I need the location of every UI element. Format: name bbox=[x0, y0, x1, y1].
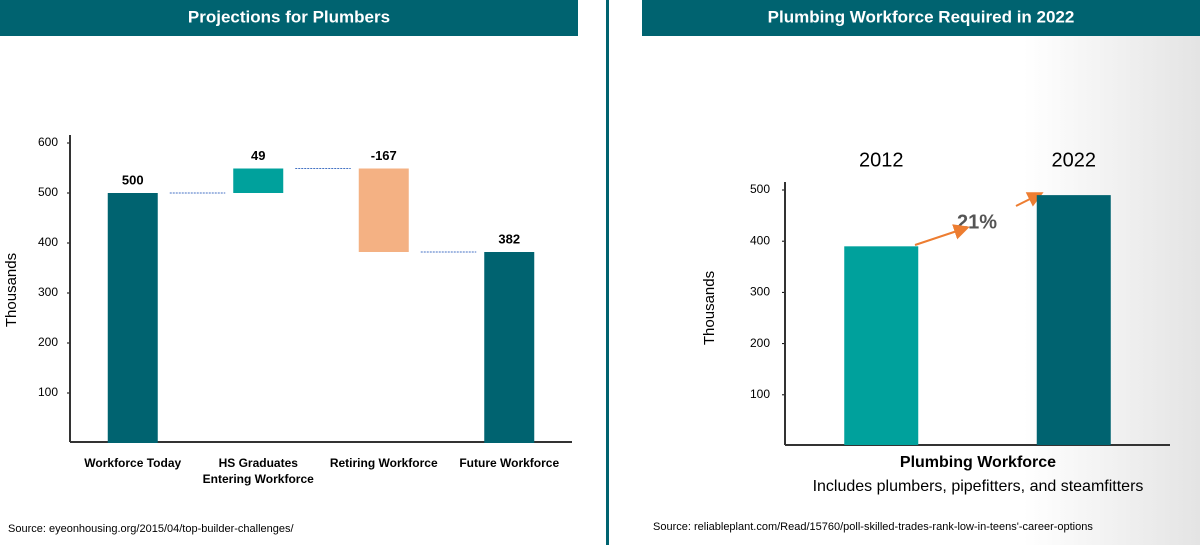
y-tick-label: 200 bbox=[38, 335, 58, 349]
arrow bbox=[1015, 192, 1044, 207]
y-tick-label: 500 bbox=[38, 185, 58, 199]
arrow bbox=[914, 224, 970, 246]
category-label: 2012 bbox=[859, 149, 904, 171]
y-tick-label: 300 bbox=[38, 285, 58, 299]
y-axis-label: Thousands bbox=[3, 253, 20, 327]
bar bbox=[358, 168, 409, 252]
chart-title: Plumbing Workforce Required in 2022 bbox=[768, 7, 1075, 26]
subtitle: Includes plumbers, pipefitters, and stea… bbox=[813, 478, 1144, 495]
x-tick-label: Retiring Workforce bbox=[329, 456, 438, 470]
header-bar bbox=[0, 0, 578, 36]
value-label: 382 bbox=[498, 231, 520, 246]
y-tick-label: 300 bbox=[750, 285, 770, 299]
y-tick-label: 100 bbox=[38, 385, 58, 399]
x-axis-label: Plumbing Workforce bbox=[900, 454, 1056, 471]
x-tick-label: Workforce Today bbox=[84, 456, 182, 470]
bar bbox=[484, 252, 535, 443]
y-tick-label: 400 bbox=[38, 235, 58, 249]
value-label: -167 bbox=[371, 148, 397, 163]
bar bbox=[233, 168, 284, 193]
y-tick-label: 500 bbox=[750, 182, 770, 196]
y-tick-label: 600 bbox=[38, 135, 58, 149]
value-label: 500 bbox=[122, 172, 144, 187]
header-bar bbox=[642, 0, 1200, 36]
value-label: 49 bbox=[251, 148, 265, 163]
bar bbox=[844, 246, 919, 445]
bar bbox=[107, 193, 158, 443]
y-tick-label: 200 bbox=[750, 336, 770, 350]
bar bbox=[1036, 195, 1111, 445]
x-tick-label: HS Graduates Entering Workforce bbox=[202, 456, 314, 486]
divider bbox=[606, 0, 609, 545]
chart-title: Projections for Plumbers bbox=[188, 7, 390, 26]
x-tick-label: Future Workforce bbox=[459, 456, 560, 470]
y-tick-label: 400 bbox=[750, 233, 770, 247]
y-axis-label: Thousands bbox=[701, 271, 718, 345]
category-label: 2022 bbox=[1052, 149, 1097, 171]
y-tick-label: 100 bbox=[750, 387, 770, 401]
source: Source: reliableplant.com/Read/15760/pol… bbox=[653, 521, 1093, 533]
source: Source: eyeonhousing.org/2015/04/top-bui… bbox=[8, 523, 295, 535]
